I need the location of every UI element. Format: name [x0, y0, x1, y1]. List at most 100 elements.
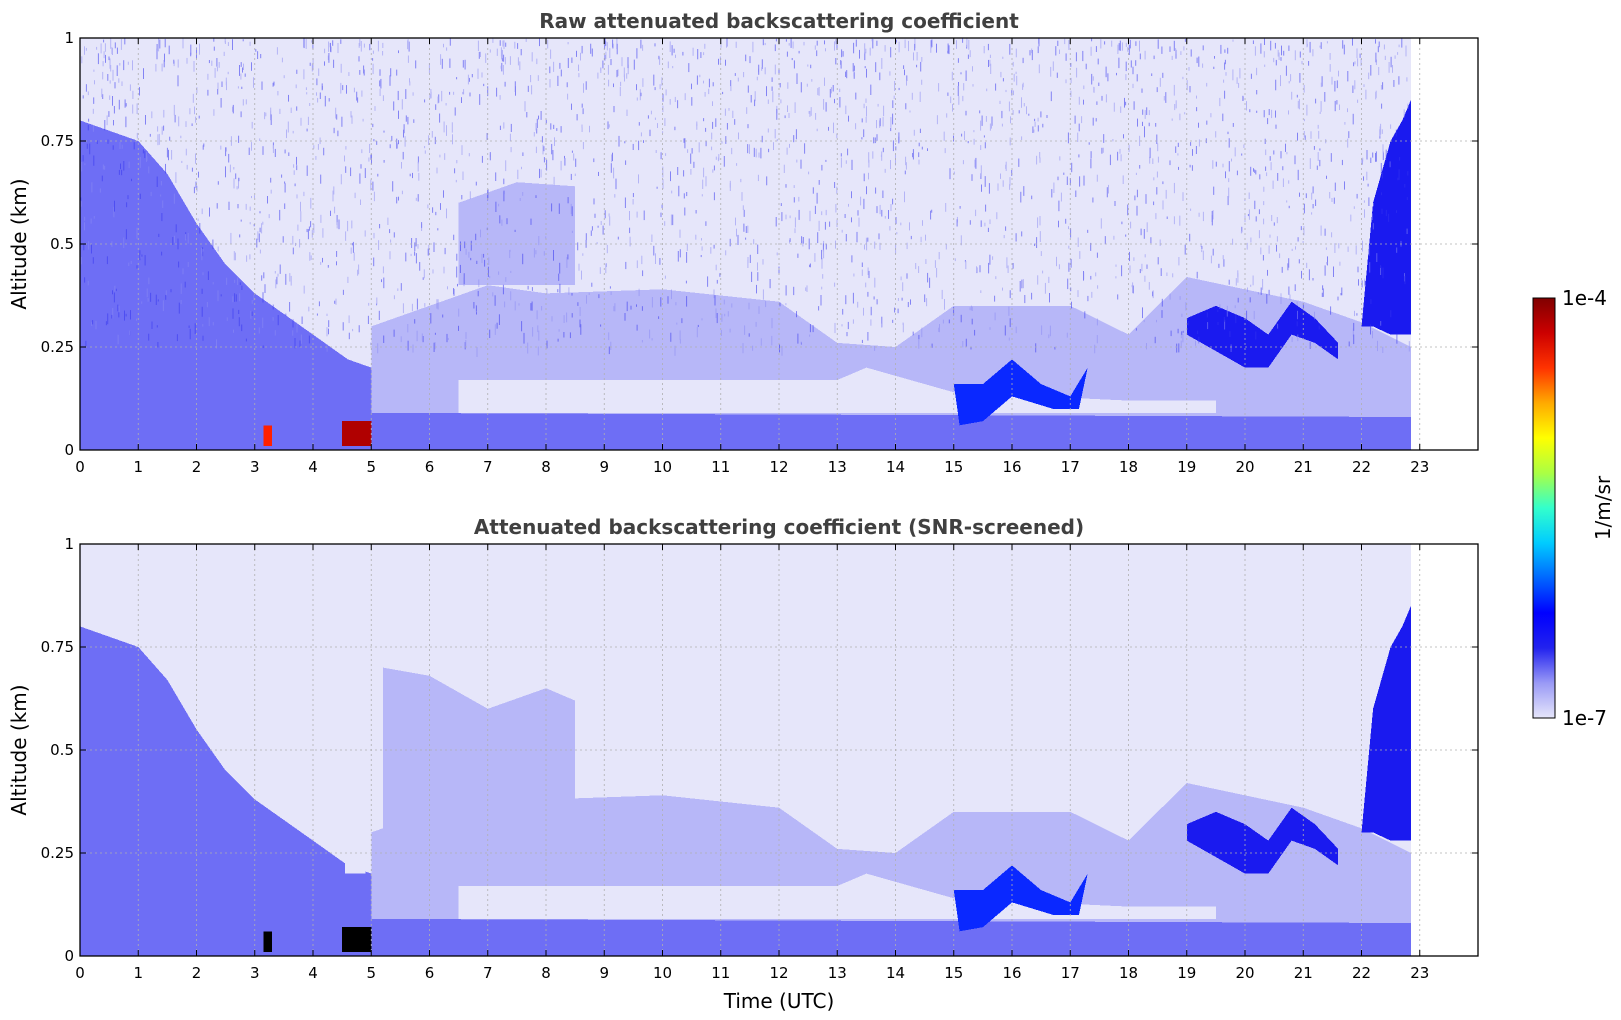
noise-streak	[576, 50, 577, 57]
noise-streak	[317, 97, 319, 103]
x-tick-label: 19	[1177, 964, 1196, 982]
noise-streak	[792, 41, 794, 49]
noise-streak	[527, 85, 529, 92]
noise-streak	[701, 318, 703, 321]
noise-streak	[184, 281, 186, 288]
noise-streak	[752, 345, 754, 351]
noise-streak	[415, 197, 417, 201]
noise-streak	[984, 176, 986, 187]
noise-streak	[336, 114, 338, 120]
noise-streak	[201, 251, 203, 261]
noise-streak	[233, 329, 234, 333]
noise-streak	[616, 70, 618, 78]
noise-streak	[642, 270, 644, 277]
noise-streak	[989, 254, 991, 265]
noise-streak	[1077, 132, 1079, 142]
noise-streak	[475, 233, 477, 241]
noise-streak	[1378, 67, 1380, 76]
noise-streak	[1021, 97, 1022, 108]
noise-streak	[1280, 293, 1282, 305]
noise-streak	[1375, 151, 1377, 162]
noise-streak	[1370, 299, 1372, 304]
noise-streak	[790, 38, 792, 48]
noise-streak	[348, 315, 350, 324]
noise-streak	[610, 59, 612, 66]
noise-streak	[99, 188, 101, 193]
noise-streak	[1101, 95, 1103, 101]
noise-streak	[311, 63, 313, 72]
noise-streak	[293, 170, 295, 175]
noise-streak	[402, 151, 404, 160]
noise-streak	[300, 117, 302, 126]
noise-streak	[150, 292, 152, 302]
x-tick-label: 20	[1235, 964, 1254, 982]
noise-streak	[745, 237, 747, 240]
noise-streak	[283, 75, 285, 79]
x-tick-label: 22	[1352, 458, 1371, 476]
noise-streak	[536, 128, 538, 134]
noise-streak	[284, 203, 286, 209]
noise-streak	[1236, 77, 1238, 84]
noise-streak	[736, 228, 737, 237]
noise-streak	[379, 80, 381, 87]
noise-streak	[417, 194, 419, 202]
noise-streak	[654, 43, 656, 47]
noise-streak	[747, 124, 749, 129]
noise-streak	[824, 221, 826, 230]
noise-streak	[296, 322, 298, 333]
noise-streak	[947, 50, 949, 54]
noise-streak	[748, 302, 750, 310]
noise-streak	[470, 240, 472, 251]
noise-streak	[1333, 197, 1335, 204]
noise-streak	[744, 325, 746, 335]
noise-streak	[1297, 334, 1299, 342]
noise-streak	[1210, 255, 1212, 264]
noise-streak	[890, 160, 891, 170]
noise-streak	[1066, 176, 1068, 185]
noise-streak	[277, 315, 279, 326]
noise-streak	[521, 321, 523, 332]
noise-streak	[201, 306, 203, 317]
noise-streak	[439, 113, 441, 123]
noise-streak	[191, 167, 193, 172]
noise-streak	[1396, 210, 1397, 213]
noise-streak	[1356, 193, 1358, 199]
feature-7: Elevated layer 19-21.5 UTC	[1186, 807, 1339, 874]
noise-streak	[468, 77, 470, 82]
noise-streak	[419, 262, 421, 271]
noise-streak	[547, 39, 549, 49]
noise-streak	[259, 138, 261, 141]
noise-streak	[212, 282, 214, 285]
noise-streak	[307, 116, 309, 125]
noise-streak	[919, 128, 921, 133]
noise-streak	[786, 147, 788, 155]
noise-streak	[693, 161, 695, 168]
noise-streak	[1380, 123, 1382, 135]
noise-streak	[390, 68, 392, 77]
noise-streak	[1102, 147, 1104, 153]
noise-streak	[745, 54, 747, 62]
noise-streak	[307, 229, 309, 240]
noise-streak	[359, 39, 361, 46]
noise-streak	[557, 75, 559, 86]
noise-streak	[112, 308, 114, 319]
noise-streak	[1223, 317, 1225, 322]
noise-streak	[593, 158, 595, 163]
x-tick-label: 19	[1177, 458, 1196, 476]
noise-streak	[1123, 134, 1124, 139]
noise-streak	[342, 322, 344, 331]
noise-streak	[1024, 295, 1026, 304]
noise-streak	[373, 257, 375, 267]
noise-streak	[545, 236, 547, 239]
noise-streak	[444, 247, 446, 255]
noise-streak	[533, 248, 535, 258]
noise-streak	[1297, 310, 1298, 320]
noise-streak	[1222, 255, 1224, 260]
noise-streak	[647, 115, 649, 119]
noise-streak	[305, 38, 307, 49]
noise-streak	[774, 44, 776, 52]
noise-streak	[853, 65, 855, 71]
noise-streak	[341, 116, 343, 127]
noise-streak	[1053, 182, 1055, 193]
noise-streak	[408, 41, 410, 52]
